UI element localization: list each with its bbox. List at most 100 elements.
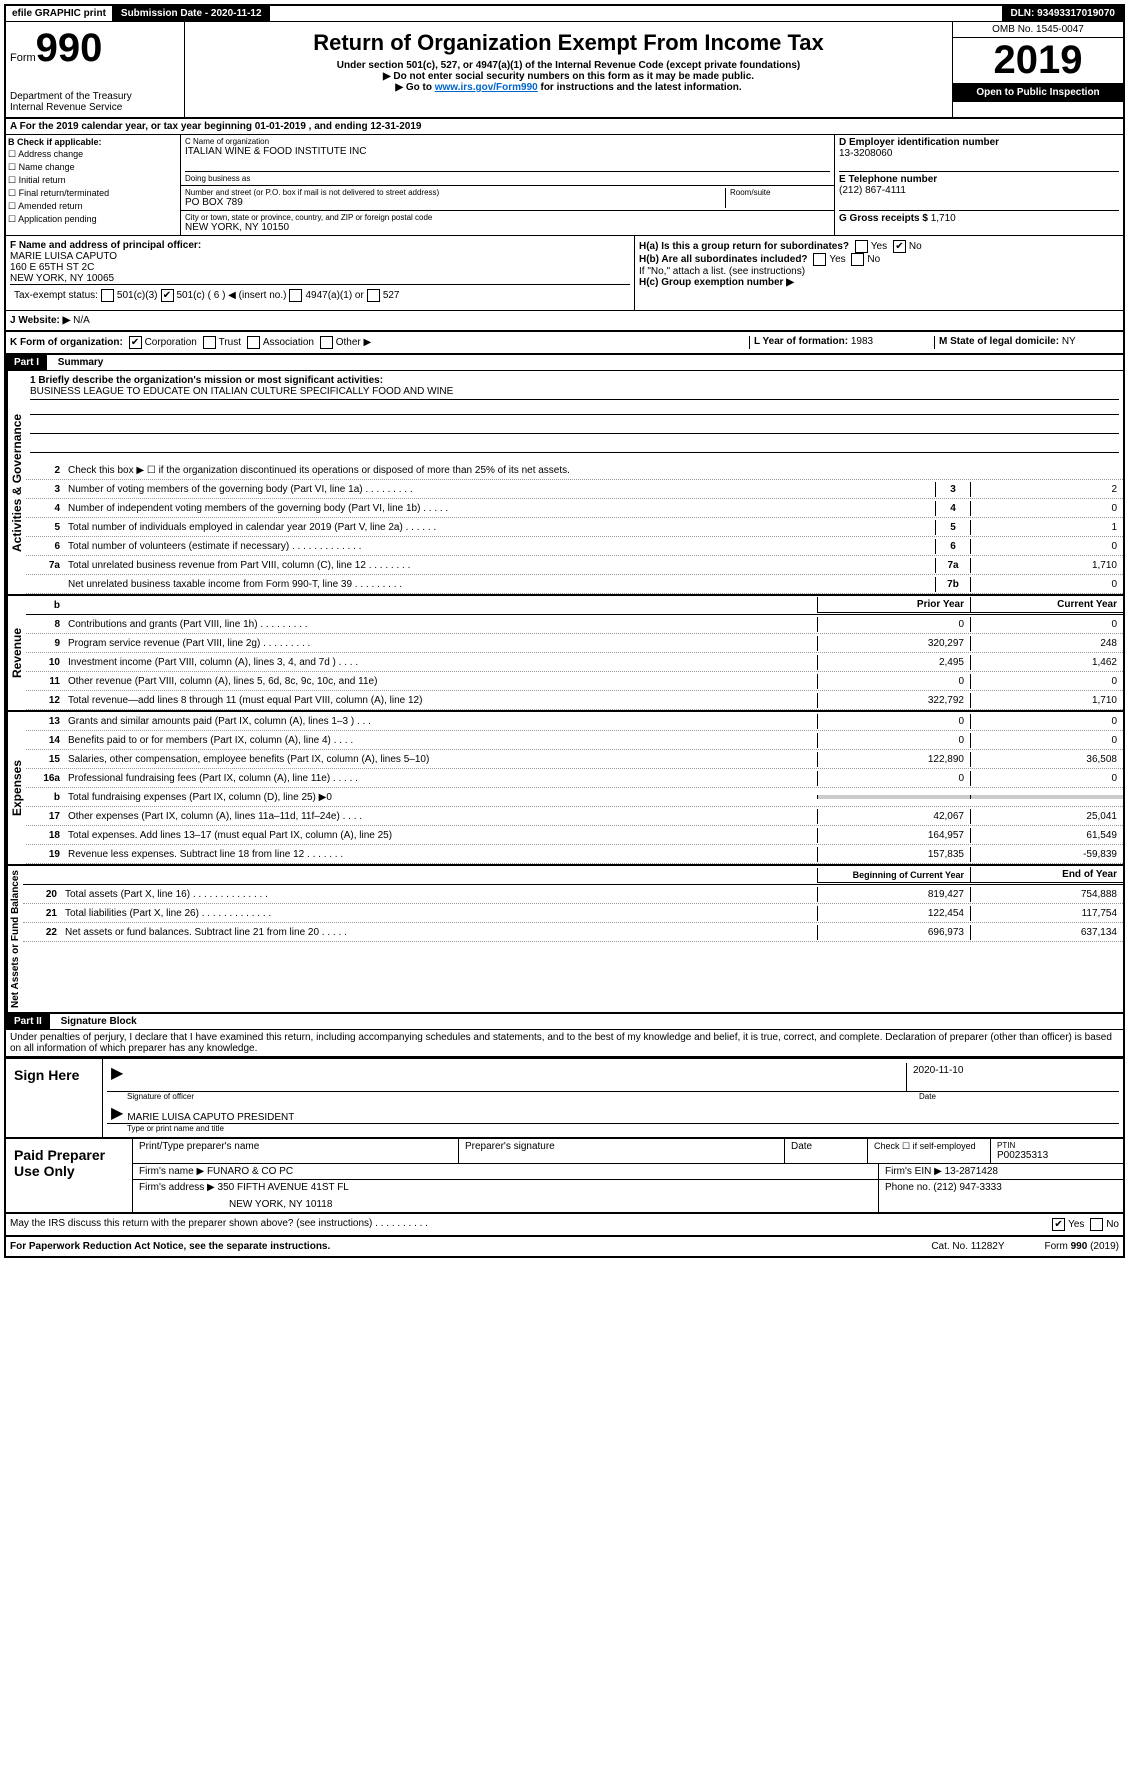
opt-501c: 501(c) ( 6 ) ◀ (insert no.) [177, 290, 287, 301]
form-title: Return of Organization Exempt From Incom… [189, 30, 948, 56]
line-a: A For the 2019 calendar year, or tax yea… [6, 119, 1123, 135]
d-label: D Employer identification number [839, 137, 1119, 148]
cb-name[interactable]: ☐ Name change [8, 162, 178, 173]
subtitle-3: ▶ Go to www.irs.gov/Form990 for instruct… [189, 82, 948, 93]
table-row: 20Total assets (Part X, line 16) . . . .… [23, 885, 1123, 904]
col-d: D Employer identification number 13-3208… [834, 135, 1123, 235]
cb-501c3[interactable] [101, 289, 114, 302]
cb-other[interactable] [320, 336, 333, 349]
b-label: B Check if applicable: [8, 137, 178, 147]
sign-section: Sign Here ▶ 2020-11-10 Signature of offi… [6, 1057, 1123, 1139]
col-h: H(a) Is this a group return for subordin… [635, 236, 1123, 310]
cb-final[interactable]: ☐ Final return/terminated [8, 188, 178, 199]
cb-pending[interactable]: ☐ Application pending [8, 214, 178, 225]
header-center: Return of Organization Exempt From Incom… [185, 22, 952, 117]
col-c: C Name of organization ITALIAN WINE & FO… [181, 135, 834, 235]
form-num-big: 990 [36, 26, 103, 70]
goto-link[interactable]: www.irs.gov/Form990 [435, 82, 538, 93]
blank-line-3 [30, 438, 1119, 453]
table-row: 11Other revenue (Part VIII, column (A), … [26, 672, 1123, 691]
opt-527: 527 [383, 290, 400, 301]
netassets-section: Net Assets or Fund Balances Beginning of… [6, 866, 1123, 1014]
dba-label: Doing business as [185, 171, 830, 183]
cb-discuss-no[interactable] [1090, 1218, 1103, 1231]
cb-501c[interactable]: ✔ [161, 289, 174, 302]
footer: For Paperwork Reduction Act Notice, see … [6, 1237, 1123, 1256]
ptin-cell: PTIN P00235313 [991, 1139, 1123, 1163]
table-row: 9Program service revenue (Part VIII, lin… [26, 634, 1123, 653]
revenue-header: b Prior Year Current Year [26, 596, 1123, 615]
website: N/A [73, 315, 90, 326]
g-row: G Gross receipts $ 1,710 [839, 210, 1119, 224]
table-row: 17Other expenses (Part IX, column (A), l… [26, 807, 1123, 826]
table-row: 12Total revenue—add lines 8 through 11 (… [26, 691, 1123, 710]
firm-addr1: 350 FIFTH AVENUE 41ST FL [218, 1182, 349, 1193]
table-row: 16aProfessional fundraising fees (Part I… [26, 769, 1123, 788]
self-emp-label: Check ☐ if self-employed [868, 1139, 991, 1163]
header-right: OMB No. 1545-0047 2019 Open to Public In… [952, 22, 1123, 117]
table-row: 7aTotal unrelated business revenue from … [26, 556, 1123, 575]
cb-initial[interactable]: ☐ Initial return [8, 175, 178, 186]
firm-phone-cell: Phone no. (212) 947-3333 [879, 1180, 1123, 1212]
sig-label: Signature of officer [127, 1092, 919, 1101]
top-bar: efile GRAPHIC print Submission Date - 20… [6, 6, 1123, 22]
hb-row: H(b) Are all subordinates included? Yes … [639, 253, 1119, 266]
k-label: K Form of organization: [10, 337, 123, 348]
footer-mid: Cat. No. 11282Y [931, 1241, 1004, 1252]
table-row: 18Total expenses. Add lines 13–17 (must … [26, 826, 1123, 845]
city-label: City or town, state or province, country… [185, 213, 830, 222]
opt-other: Other ▶ [336, 337, 371, 348]
name-label: Type or print name and title [107, 1124, 1119, 1133]
opt-4947: 4947(a)(1) or [305, 290, 363, 301]
m-cell: M State of legal domicile: NY [934, 336, 1119, 349]
date-label: Date [919, 1092, 1119, 1101]
efile-label[interactable]: efile GRAPHIC print [6, 6, 113, 21]
firm-addr-cell: Firm's address ▶ 350 FIFTH AVENUE 41ST F… [133, 1180, 879, 1212]
firm-phone: (212) 947-3333 [933, 1182, 1001, 1193]
ein: 13-3208060 [839, 148, 1119, 159]
room-label: Room/suite [730, 188, 830, 197]
cb-ha-no[interactable]: ✔ [893, 240, 906, 253]
form-container: efile GRAPHIC print Submission Date - 20… [4, 4, 1125, 1258]
l-label: L Year of formation: [754, 336, 851, 347]
table-row: 3Number of voting members of the governi… [26, 480, 1123, 499]
e-label: E Telephone number [839, 171, 1119, 185]
cb-trust[interactable] [203, 336, 216, 349]
cb-address[interactable]: ☐ Address change [8, 149, 178, 160]
line-a-text: For the 2019 calendar year, or tax year … [20, 121, 422, 132]
section-j: J Website: ▶ N/A [6, 311, 1123, 332]
domicile: NY [1062, 336, 1076, 347]
sig-line-2: ▶ MARIE LUISA CAPUTO PRESIDENT [107, 1101, 1119, 1124]
firm-name-cell: Firm's name ▶ FUNARO & CO PC [133, 1164, 879, 1179]
year-formation: 1983 [851, 336, 873, 347]
preparer-right: Print/Type preparer's name Preparer's si… [132, 1139, 1123, 1212]
cb-discuss-yes[interactable]: ✔ [1052, 1218, 1065, 1231]
table-row: 8Contributions and grants (Part VIII, li… [26, 615, 1123, 634]
cb-ha-yes[interactable] [855, 240, 868, 253]
cb-527[interactable] [367, 289, 380, 302]
arrow-icon: ▶ [107, 1063, 127, 1091]
c-addr-cell: Number and street (or P.O. box if mail i… [181, 186, 834, 211]
officer-addr2: NEW YORK, NY 10065 [10, 273, 630, 284]
cb-hb-yes[interactable] [813, 253, 826, 266]
cb-hb-no[interactable] [851, 253, 864, 266]
header-left: Form990 Department of the Treasury Inter… [6, 22, 185, 117]
blank-line-1 [30, 400, 1119, 415]
expenses-content: 13Grants and similar amounts paid (Part … [26, 712, 1123, 864]
sig-labels-1: Signature of officer Date [107, 1092, 1119, 1101]
l1-label: 1 Briefly describe the organization's mi… [30, 375, 383, 386]
ha-row: H(a) Is this a group return for subordin… [639, 240, 1119, 253]
ptin: P00235313 [997, 1150, 1117, 1161]
revenue-label: Revenue [6, 596, 26, 710]
prior-year-header: Prior Year [817, 597, 970, 613]
col-f: F Name and address of principal officer:… [6, 236, 635, 310]
cb-corp[interactable]: ✔ [129, 336, 142, 349]
netassets-label: Net Assets or Fund Balances [6, 866, 23, 1012]
footer-left: For Paperwork Reduction Act Notice, see … [10, 1241, 330, 1252]
cb-amended[interactable]: ☐ Amended return [8, 201, 178, 212]
governance-content: 1 Briefly describe the organization's mi… [26, 371, 1123, 594]
line-2: 2 Check this box ▶ ☐ if the organization… [26, 461, 1123, 480]
cb-assoc[interactable] [247, 336, 260, 349]
phone: (212) 867-4111 [839, 185, 1119, 196]
cb-4947[interactable] [289, 289, 302, 302]
